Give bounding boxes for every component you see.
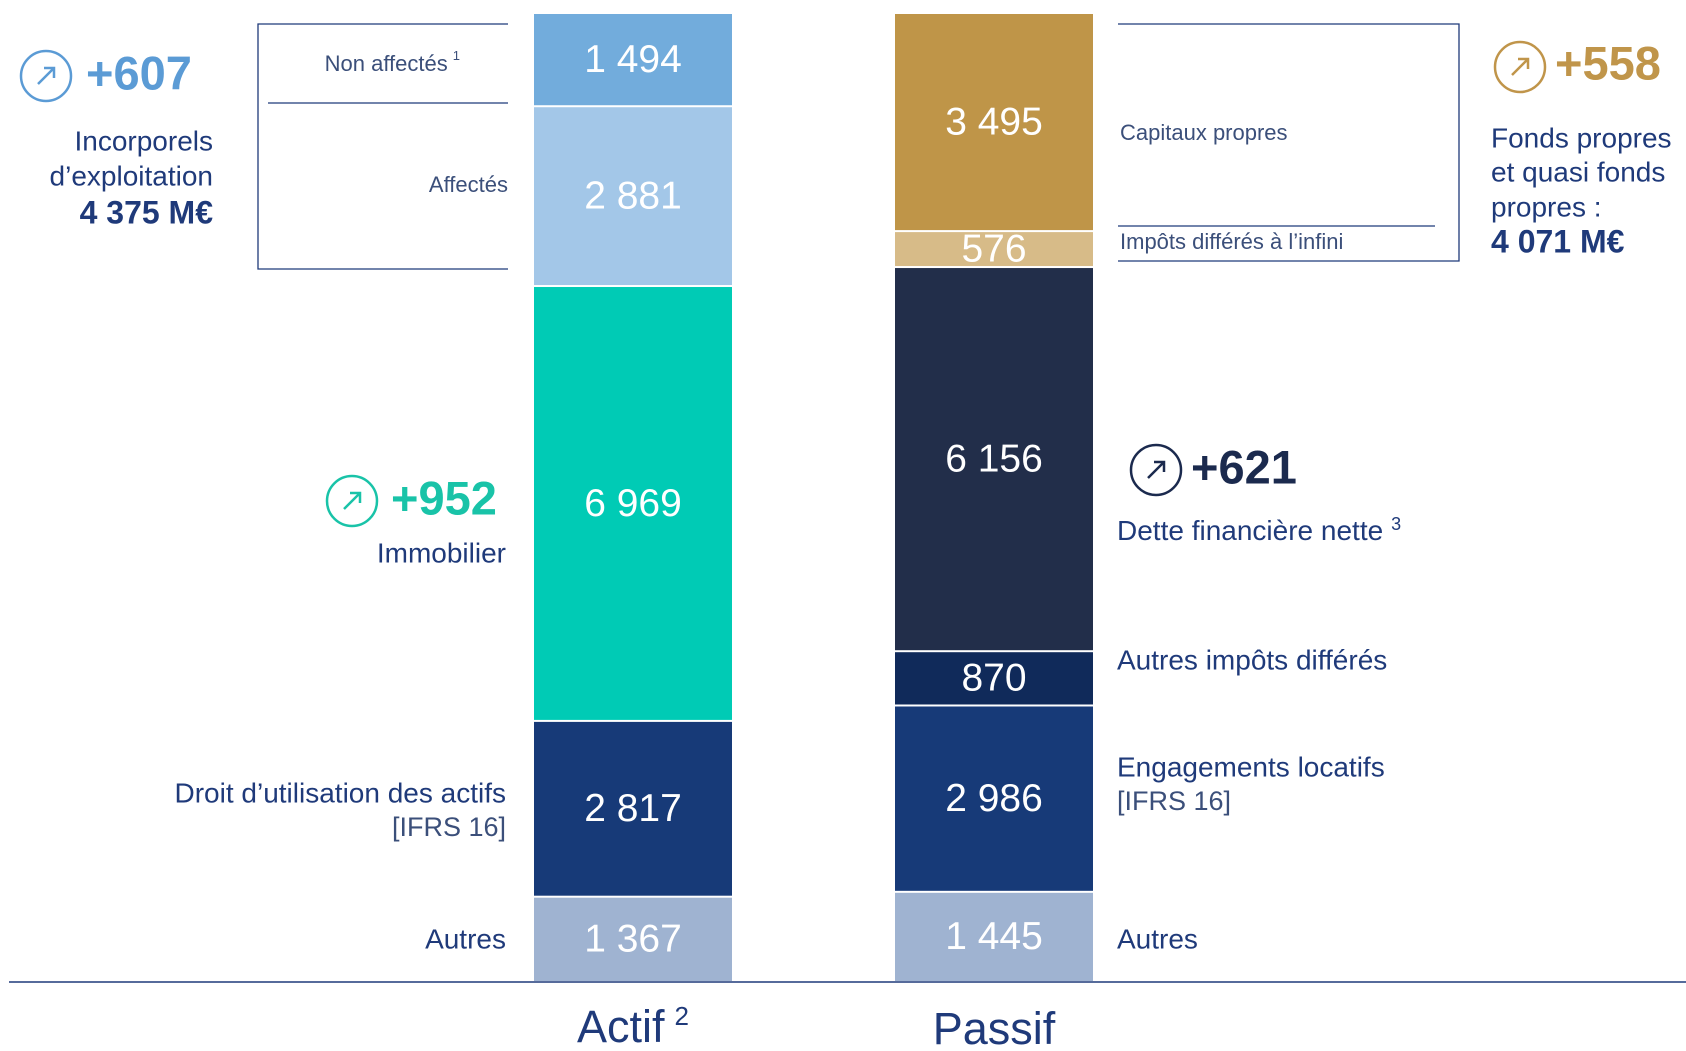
value-label: 2 881 [584,174,682,217]
annotation-total: 4 071 M€ [1491,223,1625,259]
segment-label: Engagements locatifs [1117,751,1385,782]
icon [1129,443,1183,497]
segment [895,652,1093,705]
segment-name: Non affectés [325,51,448,76]
icons [19,40,1547,528]
segment-label: Autres [1117,923,1198,954]
value-label: 1 494 [584,38,682,81]
icon [325,474,379,528]
column-label: Passif [933,1003,1056,1051]
segment [534,721,732,896]
segment-label: Affectés [429,172,508,197]
segment-label: Impôts différés à l’infini [1120,229,1343,254]
icon [19,49,73,103]
annotation-line: d’exploitation [50,160,213,191]
column-label: Actif 2 [577,1001,689,1051]
segment-label: Autres [425,923,506,954]
segment-sub: [IFRS 16] [1117,786,1231,816]
segment-label: Dette financière nette 3 [1117,514,1401,547]
annotation-line: Incorporels [74,125,213,156]
annotation-line: et quasi fonds [1491,156,1665,187]
segment-name: Dette financière nette [1117,515,1383,546]
change: +952 [391,471,497,524]
segment-label: Droit d’utilisation des actifs [175,777,506,808]
annotation-total: 4 375 M€ [80,194,214,230]
note: 3 [1391,514,1401,534]
segment [534,897,732,981]
value-label: 870 [961,657,1026,700]
column-name: Actif [577,1001,665,1051]
segment [534,14,732,106]
value-label: 6 969 [584,482,682,525]
change: +558 [1555,36,1661,89]
value-label: 2 817 [584,787,682,830]
segment-label: Non affectés 1 [325,48,460,75]
annotation-line: Fonds propres [1491,122,1672,153]
change: +607 [86,46,192,99]
value-label: 3 495 [945,100,1043,143]
annotation-line: propres : [1491,191,1602,222]
segment [895,706,1093,891]
note: 2 [675,1001,689,1031]
value-label: 6 156 [945,437,1043,480]
segment [895,232,1093,267]
segment [534,107,732,286]
segment [534,287,732,720]
value-label: 1 445 [945,915,1043,958]
frame-right [1118,23,1460,262]
change: +621 [1191,440,1297,493]
value-label: 576 [961,227,1026,270]
frame-left [257,23,508,270]
segment-sub: [IFRS 16] [392,812,506,842]
value-label: 2 986 [945,777,1043,820]
note: 1 [453,48,460,63]
value-label: 1 367 [584,918,682,961]
icon [1493,40,1547,94]
segment-label: Autres impôts différés [1117,644,1387,675]
segment [895,268,1093,651]
segment [895,892,1093,981]
segment-label: Capitaux propres [1120,120,1288,145]
segment [895,14,1093,231]
segment-label: Immobilier [377,537,506,568]
